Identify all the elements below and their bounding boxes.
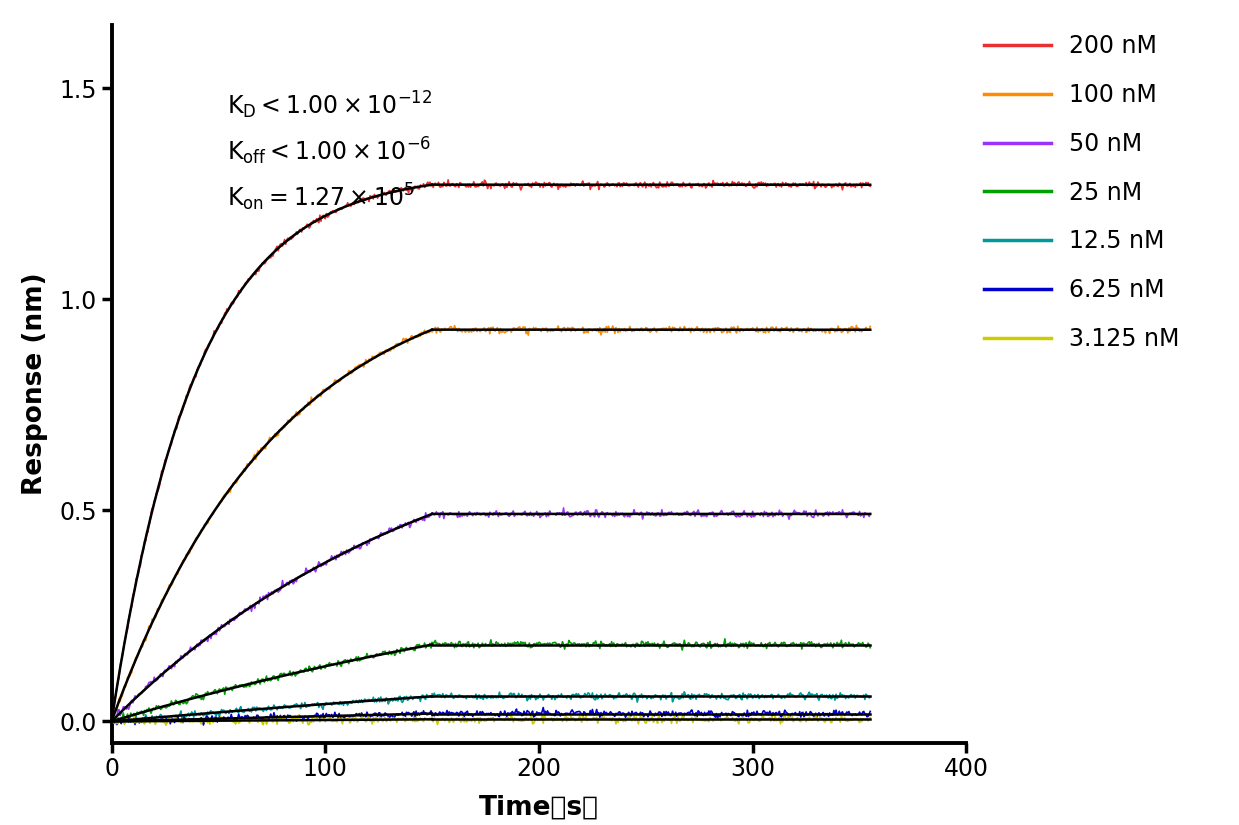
Legend: 200 nM, 100 nM, 50 nM, 25 nM, 12.5 nM, 6.25 nM, 3.125 nM: 200 nM, 100 nM, 50 nM, 25 nM, 12.5 nM, 6… bbox=[975, 25, 1189, 361]
Y-axis label: Response (nm): Response (nm) bbox=[22, 272, 48, 495]
Text: $\mathrm{K_D}<1.00\times10^{-12}$
$\mathrm{K_{off}}<1.00\times10^{-6}$
$\mathrm{: $\mathrm{K_D}<1.00\times10^{-12}$ $\math… bbox=[227, 89, 432, 214]
X-axis label: Time（s）: Time（s） bbox=[479, 795, 598, 821]
